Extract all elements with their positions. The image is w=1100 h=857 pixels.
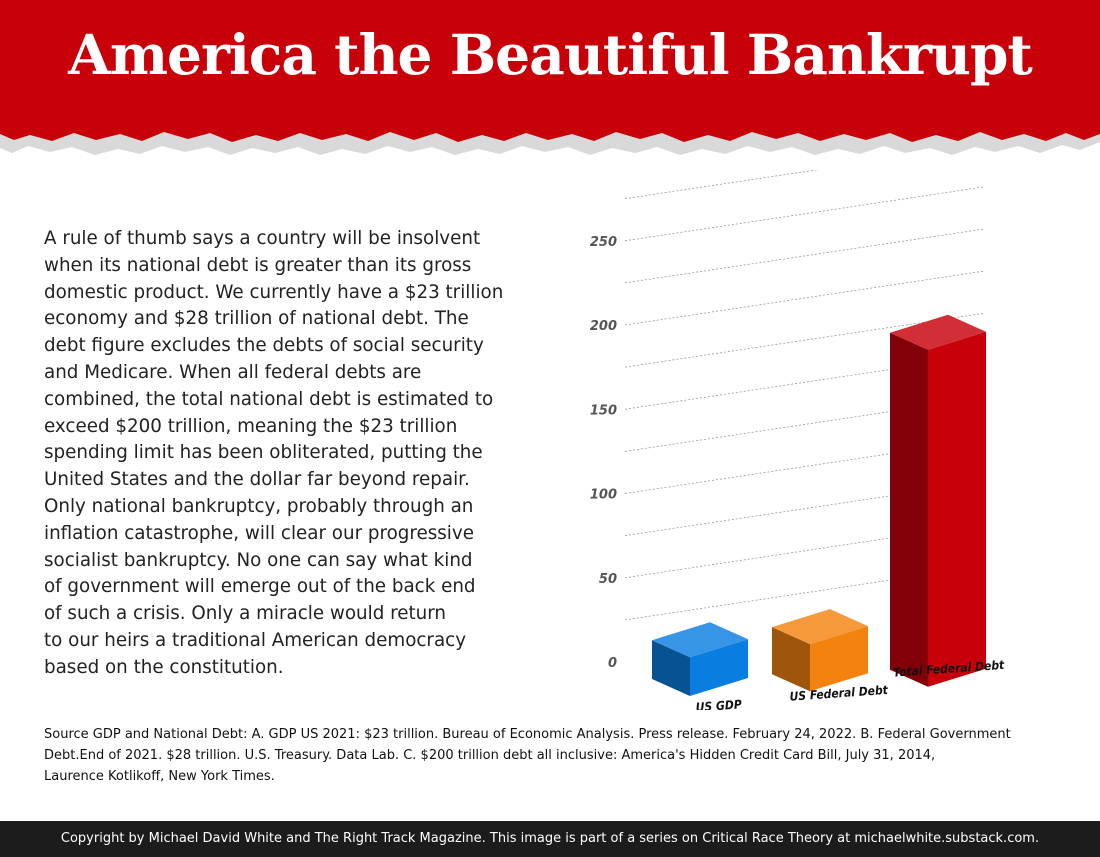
body-text-line: economy and $28 trillion of national deb…: [44, 308, 469, 330]
grid-line: [624, 170, 819, 200]
bar-front-face: [810, 626, 868, 692]
grid-line: [624, 228, 986, 284]
y-tick-label: 100: [590, 488, 617, 503]
grid-line: [624, 565, 986, 621]
grid-line: [624, 481, 986, 537]
body-text-line: based on the constitution.: [44, 656, 284, 678]
bar: [890, 314, 986, 687]
body-text-line: debt figure excludes the debts of social…: [44, 335, 484, 357]
bar: [772, 609, 868, 692]
grid-line: [624, 186, 986, 242]
grid-line: [624, 312, 986, 368]
body-text-line: of such a crisis. Only a miracle would r…: [44, 603, 447, 625]
x-category-label: US GDP: [695, 697, 742, 710]
source-line: Laurence Kotlikoff, New York Times.: [44, 769, 275, 784]
body-text-line: Only national bankruptcy, probably throu…: [44, 495, 474, 517]
bar-side-face: [772, 627, 810, 692]
bar-top-face: [652, 622, 748, 658]
body-paragraph: A rule of thumb says a country will be i…: [44, 226, 524, 682]
x-category-label: US Federal Debt: [789, 683, 889, 704]
y-tick-label: 150: [590, 403, 617, 418]
bar-front-face: [928, 331, 986, 687]
source-line: Source GDP and National Debt: A. GDP US …: [44, 727, 1011, 742]
page-title: America the Beautiful Bankrupt: [68, 22, 1033, 87]
y-tick-label: 0: [608, 656, 617, 671]
grid-line: [624, 396, 986, 452]
grid-line: [624, 439, 986, 494]
body-text-line: spending limit has been obliterated, put…: [44, 442, 483, 464]
copyright-text: Copyright by Michael David White and The…: [60, 831, 1040, 846]
y-tick-label: 200: [590, 319, 617, 334]
body-text-line: A rule of thumb says a country will be i…: [44, 228, 481, 249]
body-text-line: domestic product. We currently have a $2…: [44, 281, 504, 303]
body-text-line: when its national debt is greater than i…: [44, 254, 472, 276]
bar: [652, 622, 748, 696]
body-text-line: of government will emerge out of the bac…: [44, 576, 476, 598]
body-text-line: combined, the total national debt is est…: [44, 388, 494, 410]
source-citation: Source GDP and National Debt: A. GDP US …: [44, 724, 1064, 787]
y-tick-label: 50: [599, 572, 617, 587]
source-line: Debt.End of 2021. $28 trillion. U.S. Tre…: [44, 748, 936, 763]
body-text-line: inflation catastrophe, will clear our pr…: [44, 522, 474, 544]
grid-line: [624, 523, 986, 579]
body-text-line: to our heirs a traditional American demo…: [44, 629, 467, 651]
torn-paper-banner: [0, 0, 1100, 155]
bar-side-face: [652, 640, 690, 696]
y-tick-label: 250: [590, 235, 617, 250]
bar-top-face: [772, 609, 868, 645]
grid-line: [624, 270, 986, 326]
footer-bar: Copyright by Michael David White and The…: [0, 821, 1100, 857]
bar-front-face: [690, 639, 748, 696]
bar-top-face: [890, 314, 986, 350]
grid-line: [624, 354, 986, 410]
body-text-line: and Medicare. When all federal debts are: [44, 361, 422, 383]
body-text-line: socialist bankruptcy. No one can say wha…: [44, 549, 473, 571]
header-banner: [0, 0, 1100, 160]
bar-side-face: [890, 332, 928, 687]
body-text-line: United States and the dollar far beyond …: [44, 469, 470, 491]
body-text-line: exceed $200 trillion, meaning the $23 tr…: [44, 415, 458, 437]
